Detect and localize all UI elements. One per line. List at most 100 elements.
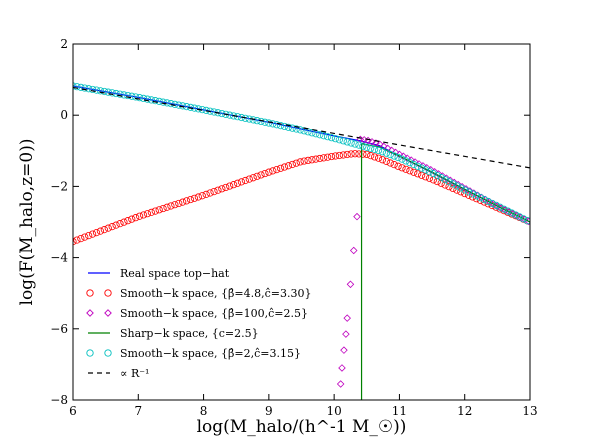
series-marker: [284, 123, 293, 131]
series-marker: [316, 131, 324, 139]
series-marker: [296, 158, 304, 166]
series-marker: [124, 91, 132, 100]
series-marker: [120, 91, 128, 99]
series-3: [360, 142, 530, 400]
series-marker: [120, 218, 128, 226]
x-axis-label: log(M_halo/(h^-1 M_☉)): [197, 417, 407, 437]
series-marker: [374, 154, 383, 162]
series-marker: [338, 364, 346, 372]
series-marker: [143, 210, 152, 218]
series-marker: [515, 213, 524, 221]
series-marker: [226, 182, 234, 190]
series-marker: [390, 152, 398, 160]
series-marker: [300, 157, 308, 165]
y-tick-label: −6: [50, 322, 68, 336]
series-marker: [353, 212, 361, 221]
series-marker: [175, 101, 183, 109]
legend-item: Sharp−k space, {c=2.5}: [88, 327, 259, 340]
series-marker: [308, 156, 316, 164]
legend-swatch: [86, 289, 94, 297]
series-marker: [320, 132, 328, 140]
legend-swatch: [86, 309, 94, 317]
series-marker: [374, 146, 383, 155]
series-marker: [116, 90, 124, 98]
series-marker: [284, 162, 293, 170]
series-marker: [320, 154, 328, 162]
legend-item: Smooth−k space, {β̂=4.8,ĉ=3.30}: [86, 287, 311, 300]
legend: Real space top−hat Smooth−k space, {β̂=4.…: [86, 267, 311, 380]
series-marker: [245, 175, 253, 183]
series-marker: [336, 380, 345, 388]
series-marker: [433, 172, 441, 180]
series-marker: [406, 167, 414, 175]
series-marker: [222, 183, 230, 192]
x-tick-label: 13: [522, 404, 537, 418]
series-marker: [363, 150, 371, 158]
series-marker: [143, 95, 152, 103]
series-marker: [100, 226, 108, 234]
series-line: [360, 142, 530, 400]
series-marker: [500, 205, 508, 213]
series-marker: [108, 89, 116, 97]
series-marker: [73, 236, 81, 244]
legend-swatch: [86, 349, 94, 357]
legend-label: Sharp−k space, {c=2.5}: [120, 327, 259, 340]
series-marker: [175, 199, 183, 208]
series-marker: [163, 203, 171, 211]
series-marker: [112, 221, 120, 229]
series-marker: [280, 122, 289, 131]
series-marker: [218, 185, 226, 193]
series-marker: [339, 151, 347, 159]
series-marker: [135, 94, 144, 102]
legend-item: Real space top−hat: [88, 267, 230, 280]
series-marker: [476, 194, 484, 202]
series-marker: [441, 176, 449, 184]
series-marker: [249, 116, 257, 124]
series-marker: [194, 193, 202, 201]
series-marker: [202, 190, 210, 198]
series-0: [73, 85, 530, 223]
series-marker: [347, 150, 355, 158]
series-marker: [465, 191, 473, 199]
series-marker: [237, 178, 246, 186]
y-tick-label: 0: [60, 108, 68, 122]
series-marker: [398, 155, 406, 163]
series-marker: [425, 168, 434, 176]
series-marker: [429, 169, 437, 178]
series-marker: [414, 162, 422, 170]
series-marker: [386, 150, 394, 159]
series-marker: [335, 151, 343, 160]
series-marker: [402, 157, 410, 165]
legend-item: Smooth−k space, {β̂=2,ĉ=3.15}: [86, 347, 301, 360]
legend-label: Smooth−k space, {β̂=4.8,ĉ=3.30}: [120, 287, 311, 300]
series-marker: [433, 177, 441, 186]
series-marker: [394, 162, 402, 170]
series-marker: [269, 167, 277, 175]
series-marker: [437, 174, 445, 182]
series-marker: [508, 209, 516, 217]
series-marker: [480, 195, 488, 204]
series-marker: [88, 230, 97, 238]
series-marker: [202, 106, 210, 114]
legend-swatch: [104, 289, 112, 297]
y-axis-label: log(F(M_halo,z=0)): [17, 139, 37, 306]
series-marker: [88, 85, 97, 94]
series-marker: [304, 128, 312, 136]
series-marker: [85, 85, 93, 93]
series-line: [73, 86, 530, 169]
legend-label: ∝ R⁻¹: [120, 367, 149, 380]
series-marker: [151, 97, 159, 105]
series-marker: [484, 197, 492, 206]
series-marker: [347, 139, 355, 147]
series-marker: [512, 211, 520, 219]
series-marker: [108, 223, 116, 231]
x-tick-label: 12: [457, 404, 472, 418]
series-marker: [414, 170, 422, 178]
series-marker: [327, 134, 336, 142]
series-marker: [179, 198, 187, 206]
series-marker: [394, 153, 402, 162]
series-marker: [519, 215, 528, 223]
series-marker: [335, 136, 343, 144]
series-marker: [331, 152, 340, 160]
series-marker: [198, 192, 206, 200]
